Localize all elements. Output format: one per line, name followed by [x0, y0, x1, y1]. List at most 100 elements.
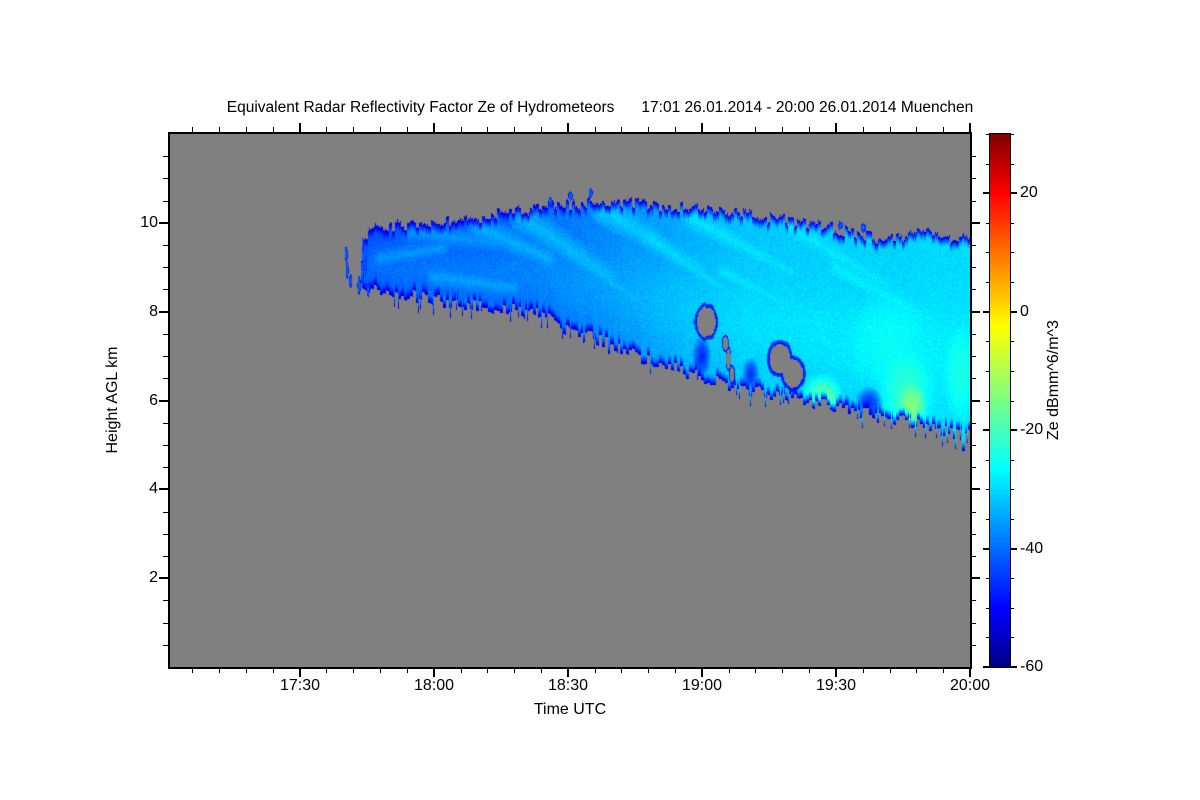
x-axis-major-tick: [299, 668, 301, 677]
colorbar-major-tick-left: [983, 429, 989, 431]
colorbar-minor-tick: [1011, 223, 1014, 224]
x-axis-minor-tick: [729, 668, 730, 673]
chart-title-main: Equivalent Radar Reflectivity Factor Ze …: [226, 99, 615, 116]
y-axis-minor-tick: [163, 645, 168, 646]
plot-area: [168, 132, 972, 669]
x-axis-minor-tick: [675, 668, 676, 673]
chart-title: Equivalent Radar Reflectivity Factor Ze …: [0, 99, 1200, 117]
colorbar-minor-tick: [1011, 164, 1014, 165]
y-axis-minor-tick-right: [971, 267, 976, 268]
colorbar-tick-label: -20: [1020, 421, 1044, 438]
x-axis-major-tick: [835, 668, 837, 677]
colorbar-minor-tick: [1011, 489, 1014, 490]
y-axis-minor-tick: [163, 334, 168, 335]
colorbar-minor-tick: [1011, 460, 1014, 461]
y-axis-major-tick-right: [971, 222, 980, 224]
x-axis-major-tick: [567, 668, 569, 677]
y-axis-minor-tick-right: [971, 245, 976, 246]
x-axis-minor-tick-top: [621, 127, 622, 132]
colorbar-minor-tick-left: [986, 519, 989, 520]
colorbar-tick-label: 0: [1020, 303, 1029, 320]
y-axis-major-tick: [159, 488, 168, 490]
y-axis-minor-tick-right: [971, 534, 976, 535]
y-axis-major-tick-right: [971, 577, 980, 579]
x-axis-minor-tick-top: [782, 127, 783, 132]
y-axis-minor-tick: [163, 201, 168, 202]
x-axis-minor-tick: [916, 668, 917, 673]
y-axis-major-tick-right: [971, 311, 980, 313]
y-axis-minor-tick: [163, 600, 168, 601]
y-axis-minor-tick-right: [971, 356, 976, 357]
x-axis-minor-tick: [595, 668, 596, 673]
colorbar-minor-tick: [1011, 134, 1014, 135]
x-axis-major-tick: [433, 668, 435, 677]
x-axis-major-tick: [969, 668, 971, 677]
x-axis-minor-tick: [782, 668, 783, 673]
x-axis-major-tick-top: [701, 123, 703, 132]
colorbar-minor-tick: [1011, 371, 1014, 372]
colorbar-title: Ze dBmm^6/m^3: [1045, 320, 1062, 440]
x-axis-minor-tick: [273, 668, 274, 673]
y-axis-minor-tick-right: [971, 623, 976, 624]
colorbar-major-tick-left: [983, 192, 989, 194]
y-axis-minor-tick-right: [971, 423, 976, 424]
y-axis-minor-tick: [163, 178, 168, 179]
y-axis-minor-tick: [163, 534, 168, 535]
x-axis-minor-tick-top: [353, 127, 354, 132]
x-tick-label: 18:00: [413, 677, 455, 694]
colorbar-minor-tick-left: [986, 341, 989, 342]
colorbar-major-tick: [1011, 192, 1017, 194]
colorbar-tick-label: -40: [1020, 540, 1044, 557]
x-axis-minor-tick: [943, 668, 944, 673]
colorbar-minor-tick-left: [986, 578, 989, 579]
y-axis-minor-tick-right: [971, 556, 976, 557]
colorbar-minor-tick-left: [986, 489, 989, 490]
x-axis-minor-tick: [541, 668, 542, 673]
x-tick-label: 17:30: [279, 677, 321, 694]
x-axis-minor-tick-top: [755, 127, 756, 132]
x-axis-minor-tick: [755, 668, 756, 673]
colorbar-minor-tick: [1011, 578, 1014, 579]
x-axis-minor-tick-top: [675, 127, 676, 132]
x-axis-minor-tick: [514, 668, 515, 673]
colorbar-gradient: [989, 133, 1011, 668]
x-axis-minor-tick-top: [407, 127, 408, 132]
y-axis-minor-tick-right: [971, 156, 976, 157]
x-axis-minor-tick-top: [890, 127, 891, 132]
x-axis-minor-tick-top: [487, 127, 488, 132]
x-axis-minor-tick: [487, 668, 488, 673]
x-axis-minor-tick-top: [461, 127, 462, 132]
y-axis-major-tick: [159, 222, 168, 224]
colorbar-minor-tick: [1011, 401, 1014, 402]
colorbar-tick-label: -60: [1020, 658, 1044, 675]
y-axis-minor-tick-right: [971, 378, 976, 379]
x-axis-minor-tick: [380, 668, 381, 673]
x-axis-minor-tick: [219, 668, 220, 673]
x-axis-major-tick-top: [567, 123, 569, 132]
y-tick-label: 6: [149, 392, 158, 409]
x-axis-minor-tick: [246, 668, 247, 673]
x-tick-label: 19:00: [681, 677, 723, 694]
x-axis-minor-tick: [648, 668, 649, 673]
y-axis-minor-tick: [163, 245, 168, 246]
x-axis-minor-tick-top: [219, 127, 220, 132]
x-axis-major-tick-top: [835, 123, 837, 132]
x-axis-minor-tick-top: [916, 127, 917, 132]
x-axis-minor-tick: [621, 668, 622, 673]
y-tick-label: 10: [140, 214, 158, 231]
x-tick-label: 19:30: [815, 677, 857, 694]
y-axis-minor-tick: [163, 623, 168, 624]
colorbar-minor-tick-left: [986, 223, 989, 224]
y-axis-minor-tick-right: [971, 467, 976, 468]
y-axis-major-tick: [159, 400, 168, 402]
x-axis-minor-tick-top: [514, 127, 515, 132]
colorbar-minor-tick-left: [986, 282, 989, 283]
x-axis-minor-tick: [809, 668, 810, 673]
y-axis-minor-tick: [163, 156, 168, 157]
x-axis-major-tick-top: [433, 123, 435, 132]
colorbar-minor-tick: [1011, 282, 1014, 283]
x-axis-minor-tick-top: [192, 127, 193, 132]
colorbar-minor-tick: [1011, 252, 1014, 253]
colorbar-minor-tick: [1011, 608, 1014, 609]
x-axis-minor-tick: [326, 668, 327, 673]
